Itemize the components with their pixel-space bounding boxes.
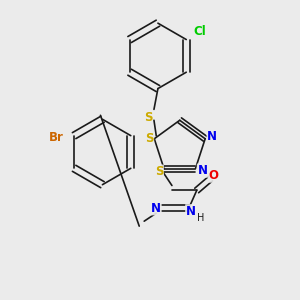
Text: N: N xyxy=(197,164,207,177)
Text: S: S xyxy=(144,111,152,124)
Text: N: N xyxy=(151,202,161,215)
Text: S: S xyxy=(145,132,154,145)
Text: H: H xyxy=(197,213,204,223)
Text: O: O xyxy=(208,169,218,182)
Text: N: N xyxy=(186,205,196,218)
Text: Br: Br xyxy=(49,131,64,144)
Text: N: N xyxy=(207,130,217,143)
Text: Cl: Cl xyxy=(194,25,206,38)
Text: S: S xyxy=(155,165,163,178)
